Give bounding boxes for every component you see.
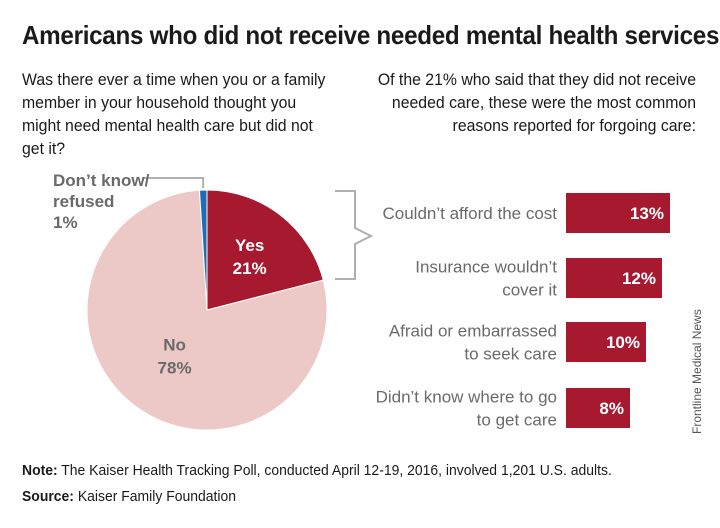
bar-category-didn-t-know-where-to-go-to-get-care-line-1: to get care — [477, 411, 557, 430]
source: Source: Kaiser Family Foundation — [22, 488, 236, 505]
pie-value-no: 78% — [158, 359, 192, 378]
pie-label-no: No — [163, 336, 186, 355]
bar-couldn-t-afford-the-cost — [566, 193, 670, 233]
note-label: Note: — [22, 462, 58, 479]
credit-line: Frontline Medical News — [690, 309, 704, 434]
pie-label-yes: Yes — [235, 236, 264, 255]
bar-value-couldn-t-afford-the-cost: 13% — [630, 204, 664, 223]
bar-category-afraid-or-embarrassed-to-seek-care-line-0: Afraid or embarrassed — [389, 322, 557, 341]
bar-value-afraid-or-embarrassed-to-seek-care: 10% — [606, 333, 640, 352]
source-label: Source: — [22, 488, 74, 505]
bar-category-afraid-or-embarrassed-to-seek-care-line-1: to seek care — [464, 345, 557, 364]
chart-title: Americans who did not receive needed men… — [22, 20, 720, 50]
bar-value-insurance-wouldn-t-cover-it: 12% — [622, 269, 656, 288]
pie-value-don-t-know-refused: 1% — [53, 213, 78, 232]
bar-insurance-wouldn-t-cover-it — [566, 258, 662, 298]
bar-category-couldn-t-afford-the-cost-line-0: Couldn’t afford the cost — [382, 204, 557, 223]
note: Note: The Kaiser Health Tracking Poll, c… — [22, 462, 612, 479]
pie-label-don-t-know-refused-line-1: refused — [53, 192, 114, 211]
bar-category-insurance-wouldn-t-cover-it-line-0: Insurance wouldn’t — [415, 258, 557, 277]
pie-chart: Yes 21% No 78% Don’t know/refused 1% — [53, 171, 328, 431]
bar-category-insurance-wouldn-t-cover-it-line-1: cover it — [502, 281, 557, 300]
pie-slice-yes — [206, 189, 324, 311]
bracket-connector — [335, 190, 374, 280]
pie-slice-don-t-know-refused — [198, 189, 208, 311]
bar-chart: 13% Couldn’t afford the cost 12% Insurance … — [376, 193, 670, 430]
source-text: Kaiser Family Foundation — [73, 488, 237, 505]
bar-value-didn-t-know-where-to-go-to-get-care: 8% — [599, 399, 624, 418]
note-text: The Kaiser Health Tracking Poll, conduct… — [57, 462, 612, 479]
pie-leader-line — [143, 177, 205, 189]
pie-slice-no — [86, 189, 328, 431]
bar-didn-t-know-where-to-go-to-get-care — [566, 388, 630, 428]
bar-afraid-or-embarrassed-to-seek-care — [566, 322, 646, 362]
pie-question: Was there ever a time when you or a fami… — [22, 70, 326, 158]
pie-label-don-t-know-refused-line-0: Don’t know/ — [53, 171, 150, 190]
pie-value-yes: 21% — [233, 259, 267, 278]
bar-question: Of the 21% who said that they did not re… — [377, 70, 696, 135]
bar-category-didn-t-know-where-to-go-to-get-care-line-0: Didn’t know where to go — [376, 388, 557, 407]
